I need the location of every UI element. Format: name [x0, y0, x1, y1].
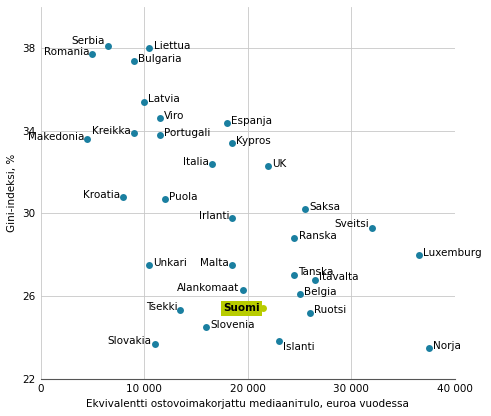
Point	[291, 235, 299, 242]
Point	[145, 262, 153, 268]
Point	[208, 161, 216, 167]
Point	[140, 99, 148, 105]
Text: Makedonia: Makedonia	[27, 132, 84, 142]
Point	[301, 206, 309, 213]
Point	[151, 340, 159, 347]
Point	[311, 276, 319, 283]
Text: Tsekki: Tsekki	[146, 302, 177, 312]
Point	[176, 307, 184, 314]
Text: Kroatia: Kroatia	[83, 190, 120, 200]
Point	[368, 225, 376, 231]
Point	[275, 338, 283, 345]
Text: Serbia: Serbia	[72, 36, 105, 46]
Text: Sveitsi: Sveitsi	[334, 219, 369, 229]
Point	[156, 115, 164, 122]
Text: Slovakia: Slovakia	[108, 337, 151, 347]
Text: Suomi: Suomi	[223, 303, 260, 313]
Text: Islanti: Islanti	[283, 342, 315, 352]
Point	[104, 43, 112, 50]
Text: Bulgaria: Bulgaria	[138, 54, 182, 64]
Point	[202, 324, 210, 330]
Point	[88, 51, 96, 58]
Text: Tanska: Tanska	[299, 267, 334, 277]
Text: Romania: Romania	[44, 47, 89, 57]
Text: Itävalta: Itävalta	[319, 272, 359, 282]
Text: Saksa: Saksa	[309, 202, 340, 212]
Text: Luxemburg: Luxemburg	[423, 248, 482, 258]
X-axis label: Ekvivalentti ostovoimakorjattu mediaaniтulo, euroa vuodessa: Ekvivalentti ostovoimakorjattu mediaaniт…	[86, 399, 409, 409]
Point	[296, 291, 303, 297]
Point	[145, 45, 153, 52]
Text: Kreikka: Kreikka	[92, 126, 131, 136]
Text: Viro: Viro	[164, 111, 184, 121]
Text: Malta: Malta	[200, 258, 229, 268]
Point	[228, 214, 236, 221]
Text: Unkari: Unkari	[154, 258, 188, 268]
Text: Portugali: Portugali	[164, 128, 210, 138]
Text: UK: UK	[273, 159, 287, 169]
Text: Ruotsi: Ruotsi	[314, 305, 346, 315]
Text: Puola: Puola	[169, 192, 197, 202]
Point	[83, 136, 91, 142]
Text: Ranska: Ranska	[299, 231, 336, 241]
Text: Kypros: Kypros	[236, 136, 271, 146]
Text: Slovenia: Slovenia	[211, 320, 255, 330]
Point	[425, 344, 433, 351]
Text: Belgia: Belgia	[304, 287, 336, 297]
Y-axis label: Gini-indeksi, %: Gini-indeksi, %	[7, 154, 17, 232]
Text: Espanja: Espanja	[231, 116, 272, 126]
Point	[228, 140, 236, 146]
Point	[130, 57, 138, 64]
Text: Liettua: Liettua	[154, 41, 190, 51]
Point	[265, 163, 273, 169]
Text: Irlanti: Irlanti	[199, 210, 229, 220]
Point	[161, 196, 169, 202]
Text: Alankomaat: Alankomaat	[177, 283, 240, 293]
Text: Norja: Norja	[433, 341, 461, 351]
Point	[119, 193, 127, 200]
Point	[259, 305, 267, 312]
Point	[291, 272, 299, 279]
Point	[130, 129, 138, 136]
Point	[306, 309, 314, 316]
Text: Latvia: Latvia	[148, 94, 180, 104]
Point	[239, 287, 246, 293]
Point	[223, 119, 231, 126]
Point	[228, 262, 236, 268]
Point	[415, 251, 423, 258]
Point	[156, 131, 164, 138]
Text: Italia: Italia	[183, 157, 208, 167]
